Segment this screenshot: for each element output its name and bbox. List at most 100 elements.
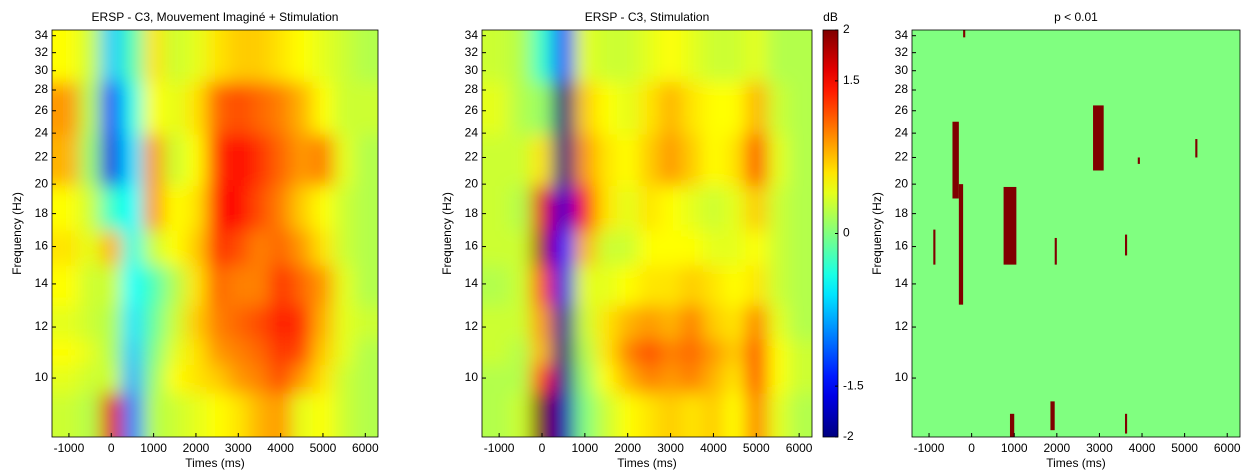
heat-cell xyxy=(312,81,335,135)
heat-cell xyxy=(354,305,378,340)
heat-cell xyxy=(482,30,511,83)
heat-cell xyxy=(291,30,313,83)
heat-cell xyxy=(52,392,81,437)
heat-cell xyxy=(617,305,639,340)
heat-cell xyxy=(206,230,229,266)
heat-cell xyxy=(617,339,639,366)
heat-cell xyxy=(788,305,812,340)
x-tick-label: 1000 xyxy=(140,441,167,455)
heat-cell xyxy=(79,305,102,340)
heat-cell xyxy=(52,230,81,266)
heat-cell xyxy=(659,392,682,437)
heat-cell xyxy=(79,185,102,231)
heat-cell xyxy=(702,185,725,231)
heat-cell xyxy=(185,81,208,135)
chart-title: p < 0.01 xyxy=(1054,10,1098,24)
heat-cell xyxy=(248,30,271,83)
heat-cell xyxy=(702,81,725,135)
heat-cell xyxy=(121,30,144,83)
heat-cell xyxy=(552,134,575,187)
heat-cell xyxy=(767,30,789,83)
heat-cell xyxy=(227,185,250,231)
y-tick-label: 24 xyxy=(465,125,479,139)
heat-cell xyxy=(312,265,335,306)
heat-cell xyxy=(531,134,554,187)
heat-cell xyxy=(638,265,661,306)
x-tick-label: 2000 xyxy=(1043,441,1070,455)
heat-cell xyxy=(509,339,532,366)
heat-cell xyxy=(291,81,313,135)
y-tick-label: 20 xyxy=(465,176,479,190)
heat-cell xyxy=(724,364,747,394)
heat-cell xyxy=(552,230,575,266)
heat-cell xyxy=(143,339,165,366)
heat-cell xyxy=(79,230,102,266)
heat-cell xyxy=(333,305,356,340)
heat-cell xyxy=(482,185,511,231)
heat-cell xyxy=(745,230,768,266)
heat-cell xyxy=(100,230,123,266)
heat-cell xyxy=(681,265,704,306)
heat-cell xyxy=(509,134,532,187)
heat-cell xyxy=(185,339,208,366)
heat-cell xyxy=(482,364,511,394)
y-tick-label: 18 xyxy=(465,206,479,220)
heat-cell xyxy=(121,305,144,340)
heat-cell xyxy=(617,134,639,187)
heat-cell xyxy=(333,30,356,83)
y-tick-label: 18 xyxy=(895,206,909,220)
heat-cell xyxy=(164,364,186,394)
heat-cell xyxy=(270,230,292,266)
heat-cell xyxy=(100,339,123,366)
heat-cell xyxy=(509,364,532,394)
plot-area xyxy=(912,30,1240,437)
heat-cell xyxy=(206,305,229,340)
heat-cell xyxy=(312,392,335,437)
y-tick-label: 30 xyxy=(465,63,479,77)
heat-cell xyxy=(509,392,532,437)
heat-cell xyxy=(354,230,378,266)
y-axis-label: Frequency (Hz) xyxy=(870,192,884,275)
heat-cell xyxy=(291,305,313,340)
heat-cell xyxy=(291,364,313,394)
heat-cell xyxy=(681,339,704,366)
heat-cell xyxy=(248,265,271,306)
x-tick-label: 0 xyxy=(968,441,975,455)
x-tick-label: 6000 xyxy=(786,441,813,455)
heat-cell xyxy=(482,81,511,135)
y-tick-label: 14 xyxy=(35,276,49,290)
significant-region xyxy=(952,121,959,199)
y-tick-label: 28 xyxy=(35,82,49,96)
heat-cell xyxy=(788,265,812,306)
significant-region xyxy=(933,229,936,265)
heat-cell xyxy=(164,30,186,83)
heat-cell xyxy=(248,339,271,366)
heat-cell xyxy=(745,364,768,394)
heat-cell xyxy=(595,30,618,83)
heat-cell xyxy=(100,134,123,187)
heatmap xyxy=(52,30,378,437)
plot-area xyxy=(482,30,812,437)
heat-cell xyxy=(702,30,725,83)
heat-cell xyxy=(206,81,229,135)
y-tick-label: 10 xyxy=(895,370,909,384)
heat-cell xyxy=(482,392,511,437)
heat-cell xyxy=(354,364,378,394)
heat-cell xyxy=(164,339,186,366)
heat-cell xyxy=(681,364,704,394)
heat-cell xyxy=(312,134,335,187)
heat-cell xyxy=(482,339,511,366)
heat-cell xyxy=(552,81,575,135)
x-axis-label: Times (ms) xyxy=(617,456,677,470)
y-tick-label: 28 xyxy=(895,82,909,96)
heat-cell xyxy=(333,364,356,394)
heat-cell xyxy=(291,230,313,266)
heat-cell xyxy=(595,230,618,266)
heat-cell xyxy=(574,185,597,231)
heat-cell xyxy=(227,305,250,340)
heat-cell xyxy=(509,185,532,231)
heat-cell xyxy=(724,81,747,135)
heat-cell xyxy=(248,81,271,135)
y-tick-label: 12 xyxy=(895,319,909,333)
heat-cell xyxy=(724,134,747,187)
